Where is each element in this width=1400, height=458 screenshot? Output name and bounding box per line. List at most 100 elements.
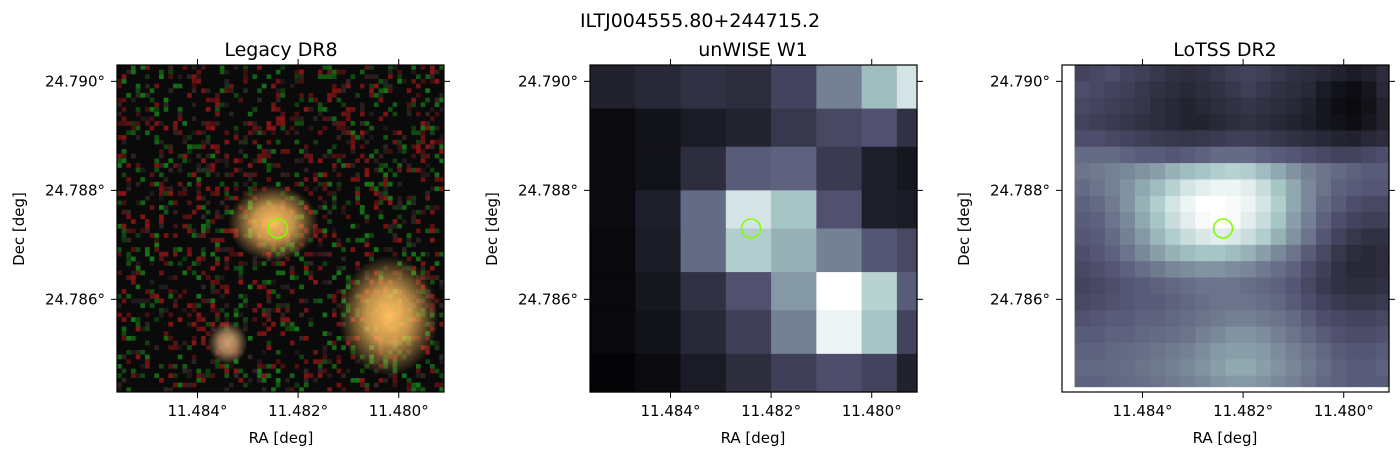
noise-pixel xyxy=(345,237,351,243)
noise-pixel xyxy=(439,359,444,364)
noise-pixel xyxy=(149,256,155,262)
image-pixel xyxy=(1210,277,1227,295)
noise-pixel xyxy=(378,88,384,94)
image-pixel xyxy=(1285,65,1302,82)
noise-pixel xyxy=(135,163,141,168)
noise-pixel xyxy=(266,307,272,313)
noise-pixel xyxy=(196,167,202,173)
panel-lotss: LoTSS DR2 11.484° 11.482° 11.480°24.790°24… xyxy=(955,39,1395,447)
noise-pixel xyxy=(285,377,290,383)
noise-pixel xyxy=(121,107,127,112)
noise-pixel xyxy=(420,373,426,378)
noise-pixel xyxy=(341,83,346,89)
image-pixel xyxy=(1300,244,1317,262)
noise-pixel xyxy=(243,181,248,187)
noise-pixel xyxy=(126,359,132,364)
noise-pixel xyxy=(331,312,337,318)
noise-pixel xyxy=(313,177,318,182)
noise-pixel xyxy=(191,270,197,276)
noise-pixel xyxy=(420,121,426,126)
noise-pixel xyxy=(131,279,136,285)
image-pixel xyxy=(1346,179,1362,197)
image-pixel xyxy=(1165,310,1181,328)
image-pixel xyxy=(1255,277,1272,295)
noise-pixel xyxy=(313,279,318,285)
noise-pixel xyxy=(271,387,276,392)
noise-pixel xyxy=(149,289,155,294)
image-pixel xyxy=(1104,163,1121,181)
noise-pixel xyxy=(154,298,160,304)
noise-pixel xyxy=(201,139,206,145)
noise-pixel xyxy=(350,135,356,140)
image-pixel xyxy=(1104,375,1121,388)
noise-pixel xyxy=(243,298,248,304)
image-pixel xyxy=(1210,81,1227,99)
noise-pixel xyxy=(359,377,365,383)
image-pixel xyxy=(1210,163,1227,181)
noise-pixel xyxy=(177,111,183,117)
noise-pixel xyxy=(173,121,178,126)
noise-pixel xyxy=(173,363,178,369)
noise-pixel xyxy=(215,307,220,313)
noise-pixel xyxy=(350,149,356,154)
noise-pixel xyxy=(121,116,127,122)
image-pixel xyxy=(1210,195,1227,213)
noise-pixel xyxy=(159,205,164,210)
noise-pixel xyxy=(420,102,426,108)
noise-pixel xyxy=(168,275,174,280)
noise-pixel xyxy=(317,265,323,271)
noise-pixel xyxy=(196,326,202,332)
noise-pixel xyxy=(224,303,230,308)
noise-pixel xyxy=(159,172,164,178)
image-pixel xyxy=(1210,179,1227,197)
noise-pixel xyxy=(392,237,398,243)
noise-pixel xyxy=(425,270,430,276)
noise-pixel xyxy=(154,237,160,243)
noise-pixel xyxy=(201,233,206,238)
noise-pixel xyxy=(182,382,188,388)
noise-pixel xyxy=(117,121,122,126)
noise-pixel xyxy=(163,97,169,103)
noise-pixel xyxy=(280,65,286,70)
noise-pixel xyxy=(411,69,416,75)
image-pixel xyxy=(1300,310,1317,328)
noise-pixel xyxy=(322,349,328,355)
noise-pixel xyxy=(327,149,332,154)
noise-pixel xyxy=(154,163,160,168)
noise-pixel xyxy=(205,209,211,215)
noise-pixel xyxy=(173,345,178,350)
image-pixel xyxy=(1240,277,1257,295)
image-pixel xyxy=(590,272,636,311)
noise-pixel xyxy=(415,387,421,392)
noise-pixel xyxy=(359,135,365,140)
noise-pixel xyxy=(406,242,412,248)
image-pixel xyxy=(1150,114,1166,131)
image-pixel xyxy=(1270,195,1287,213)
noise-pixel xyxy=(196,275,202,280)
noise-pixel xyxy=(205,97,211,103)
noise-pixel xyxy=(257,158,262,164)
noise-pixel xyxy=(392,223,398,229)
image-pixel xyxy=(725,190,772,230)
image-pixel xyxy=(1285,228,1302,246)
noise-pixel xyxy=(331,69,337,75)
noise-pixel xyxy=(350,121,356,126)
noise-pixel xyxy=(266,163,272,168)
image-pixel xyxy=(1316,277,1332,295)
noise-pixel xyxy=(182,363,188,369)
image-pixel xyxy=(1285,179,1302,197)
noise-pixel xyxy=(215,111,220,117)
noise-pixel xyxy=(201,373,206,378)
noise-pixel xyxy=(350,377,356,383)
y-tick-label: 24.790° xyxy=(45,72,105,90)
noise-pixel xyxy=(163,284,169,290)
noise-pixel xyxy=(145,223,150,229)
noise-pixel xyxy=(322,181,328,187)
noise-pixel xyxy=(187,200,192,206)
image-pixel xyxy=(1270,179,1287,197)
noise-pixel xyxy=(299,256,304,262)
noise-pixel xyxy=(420,387,426,392)
noise-pixel xyxy=(341,69,346,75)
noise-pixel xyxy=(182,270,188,276)
noise-pixel xyxy=(238,261,244,266)
